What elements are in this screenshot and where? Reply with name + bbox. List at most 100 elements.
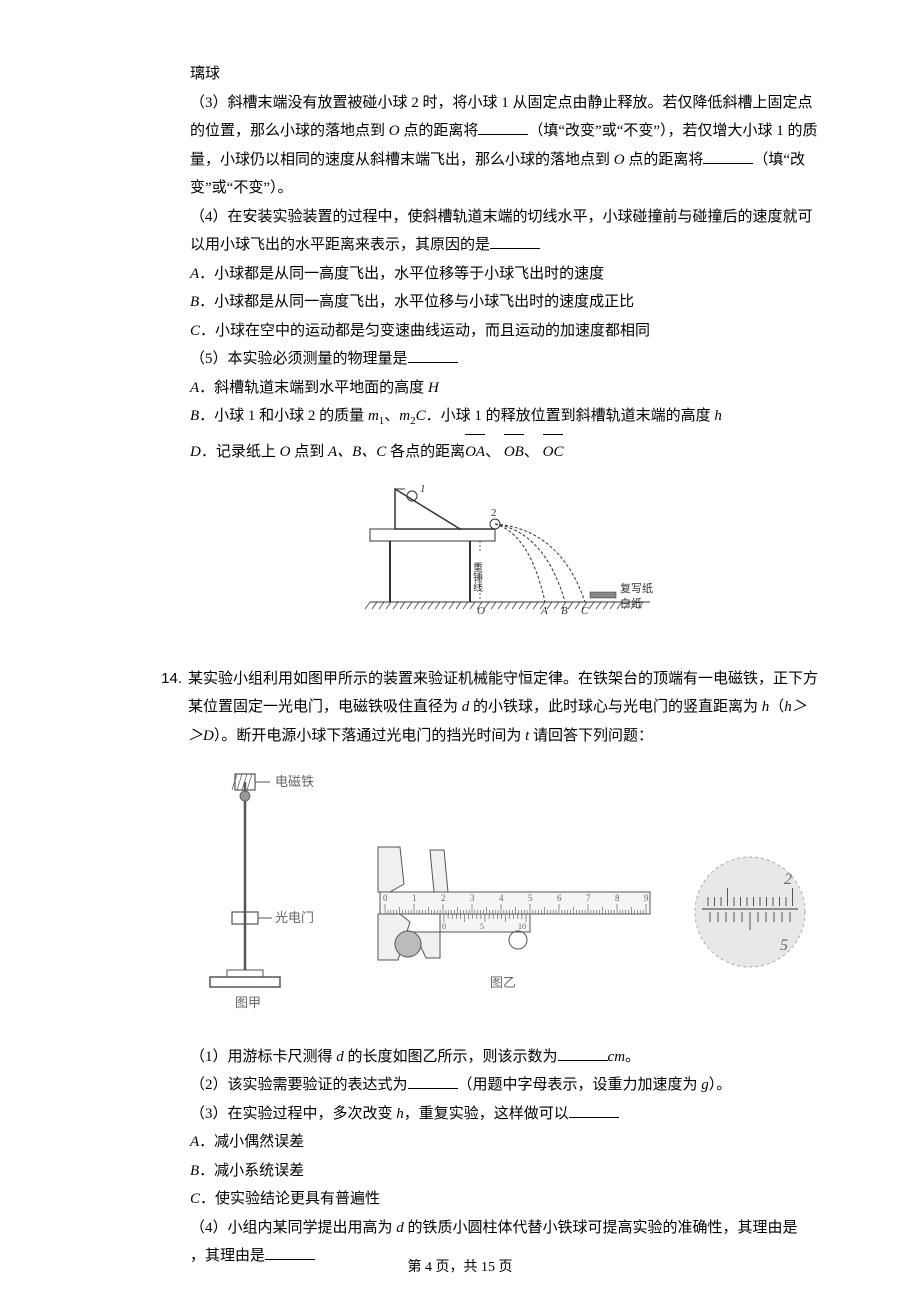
q14-opt-A: A．减小偶然误差 [190,1128,820,1157]
svg-text:0: 0 [442,922,446,931]
q13-OA: OA [465,436,485,467]
svg-text:1: 1 [412,893,417,903]
svg-text:2: 2 [784,871,792,888]
svg-text:重锤线: 重锤线 [471,561,483,592]
q13-C4: ．小球在空中的运动都是匀变速曲线运动，而且运动的加速度都相同 [200,323,650,339]
q13-part5: （5）本实验必须测量的物理量是 [190,345,820,374]
q14-p2: （2）该实验需要验证的表达式为（用题中字母表示，设重力加速度为 g）。 [190,1071,820,1100]
q14-p1: （1）用游标卡尺测得 d 的长度如图乙所示，则该示数为cm。 [190,1043,820,1072]
q14-diagram: 电磁铁光电门图甲01234567890510图乙25 [190,762,820,1033]
q13-OB: OB [504,436,524,467]
q14: 14. 某实验小组利用如图甲所示的装置来验证机械能守恒定律。在铁架台的顶端有一电… [152,665,820,751]
svg-text:6: 6 [557,893,562,903]
q13-opt-B5: B．小球 1 和小球 2 的质量 m1、m2C．小球 1 的释放位置到斜槽轨道末… [190,402,820,432]
svg-text:图甲: 图甲 [235,995,261,1010]
q14-A: ．减小偶然误差 [199,1134,304,1150]
q13-D5c: 各点的距离 [386,444,465,460]
q14-p3: （3）在实验过程中，多次改变 h，重复实验，这样做可以 [190,1100,820,1129]
q13-m2: m [399,408,410,424]
q13-sep3: 、 [524,444,539,460]
footer-total: 15 [481,1260,495,1275]
q13-p3-b: 点的距离将 [400,123,479,139]
q13-part4: （4）在安装实验装置的过程中，使斜槽轨道末端的切线水平，小球碰撞前与碰撞后的速度… [190,203,820,260]
q14-g: g [701,1077,709,1093]
blank-1[interactable] [478,118,528,136]
q14-d2: d [336,1049,344,1065]
q14-h2: h [396,1106,404,1122]
q13-m1: m [368,408,379,424]
q14-num: 14. [152,665,182,751]
blank-5[interactable] [558,1043,608,1061]
q13-Cinline: C [416,408,426,424]
q14-ie: 请回答下列问题： [529,728,653,744]
q13-A5a: ．斜槽轨道末端到水平地面的高度 [199,380,428,396]
svg-text:复写纸: 复写纸 [620,581,653,595]
q13-B5h: h [714,408,722,424]
svg-text:3: 3 [470,893,475,903]
q13-part3: （3）斜槽末端没有放置被碰小球 2 时，将小球 1 从固定点由静止释放。若仅降低… [190,89,820,203]
q13-B5a: ．小球 1 和小球 2 的质量 [199,408,368,424]
q13-O1: O [389,123,400,139]
svg-text:光电门: 光电门 [275,910,314,925]
svg-text:C: C [581,605,589,617]
svg-text:图乙: 图乙 [490,975,516,990]
q14-d3: d [396,1220,404,1236]
q14-ib: 的小铁球，此时球心与光电门的竖直距离为 [469,699,762,715]
q13-A4: ．小球都是从同一高度飞出，水平位移等于小球飞出时的速度 [199,266,604,282]
q13-B4: ．小球都是从同一高度飞出，水平位移与小球飞出时的速度成正比 [199,294,634,310]
q13-D5b: 点到 [290,444,328,460]
svg-text:4: 4 [499,893,504,903]
lbl-A5: A [190,380,199,396]
q14-p2c: ）。 [709,1077,732,1093]
lbl-B5: B [190,408,199,424]
footer-c: 页 [495,1260,513,1275]
q14-p1b: 的长度如图乙所示，则该示数为 [344,1049,558,1065]
blank-7[interactable] [569,1100,619,1118]
q14-C: ．使实验结论更具有普遍性 [200,1191,380,1207]
q14-lblB: B [190,1163,199,1179]
svg-text:A: A [540,605,548,617]
q13-sep1: 、 [384,408,399,424]
q14-lblC: C [190,1191,200,1207]
page-footer: 第 4 页，共 15 页 [100,1255,820,1282]
q13-D5O: O [280,444,291,460]
q14-cm: cm [608,1049,626,1065]
q14-body: 某实验小组利用如图甲所示的装置来验证机械能守恒定律。在铁架台的顶端有一电磁铁，正… [188,665,820,751]
svg-text:电磁铁: 电磁铁 [275,774,314,789]
q14-p2b: （用题中字母表示，设重力加速度为 [458,1077,702,1093]
q14-opt-B: B．减小系统误差 [190,1157,820,1186]
svg-text:9: 9 [644,893,649,903]
footer-a: 第 [408,1260,426,1275]
blank-6[interactable] [408,1072,458,1090]
q13-A5H: H [428,380,439,396]
q13-D5a: ．记录纸上 [201,444,280,460]
blank-4[interactable] [408,346,458,364]
q14-p4: （4）小组内某同学提出用高为 d 的铁质小圆柱体代替小铁球可提高实验的准确性，其… [190,1214,820,1243]
svg-text:10: 10 [518,922,526,931]
q13-opt-D5: D．记录纸上 O 点到 A、B、C 各点的距离OA、 OB、 OC [190,436,820,467]
svg-text:B: B [561,605,568,617]
q13-OC: OC [543,436,564,467]
q13-D5ABC: A、B、C [328,444,386,460]
q14-p1d: 。 [625,1049,640,1065]
q14-p4a: （4）小组内某同学提出用高为 [190,1220,396,1236]
lbl-B: B [190,294,199,310]
q13-p3-d: 点的距离将 [625,152,704,168]
q14-p3a: （3）在实验过程中，多次改变 [190,1106,396,1122]
q13-O2: O [614,152,625,168]
svg-text:O: O [477,605,485,617]
blank-3[interactable] [490,232,540,250]
q14-B: ．减小系统误差 [199,1163,304,1179]
footer-pg: 4 [425,1260,432,1275]
q13-opt-A5: A．斜槽轨道末端到水平地面的高度 H [190,374,820,403]
q13-opt-A4: A．小球都是从同一高度飞出，水平位移等于小球飞出时的速度 [190,260,820,289]
svg-text:5: 5 [528,893,533,903]
q13-line0: 璃球 [190,60,820,89]
footer-b: 页，共 [432,1260,481,1275]
svg-text:2: 2 [441,893,446,903]
blank-2[interactable] [703,146,753,164]
q13-opt-C4: C．小球在空中的运动都是匀变速曲线运动，而且运动的加速度都相同 [190,317,820,346]
q14-lblA: A [190,1134,199,1150]
q13-B5c: ．小球 1 的释放位置到斜槽轨道末端的高度 [426,408,715,424]
svg-text:7: 7 [586,893,591,903]
